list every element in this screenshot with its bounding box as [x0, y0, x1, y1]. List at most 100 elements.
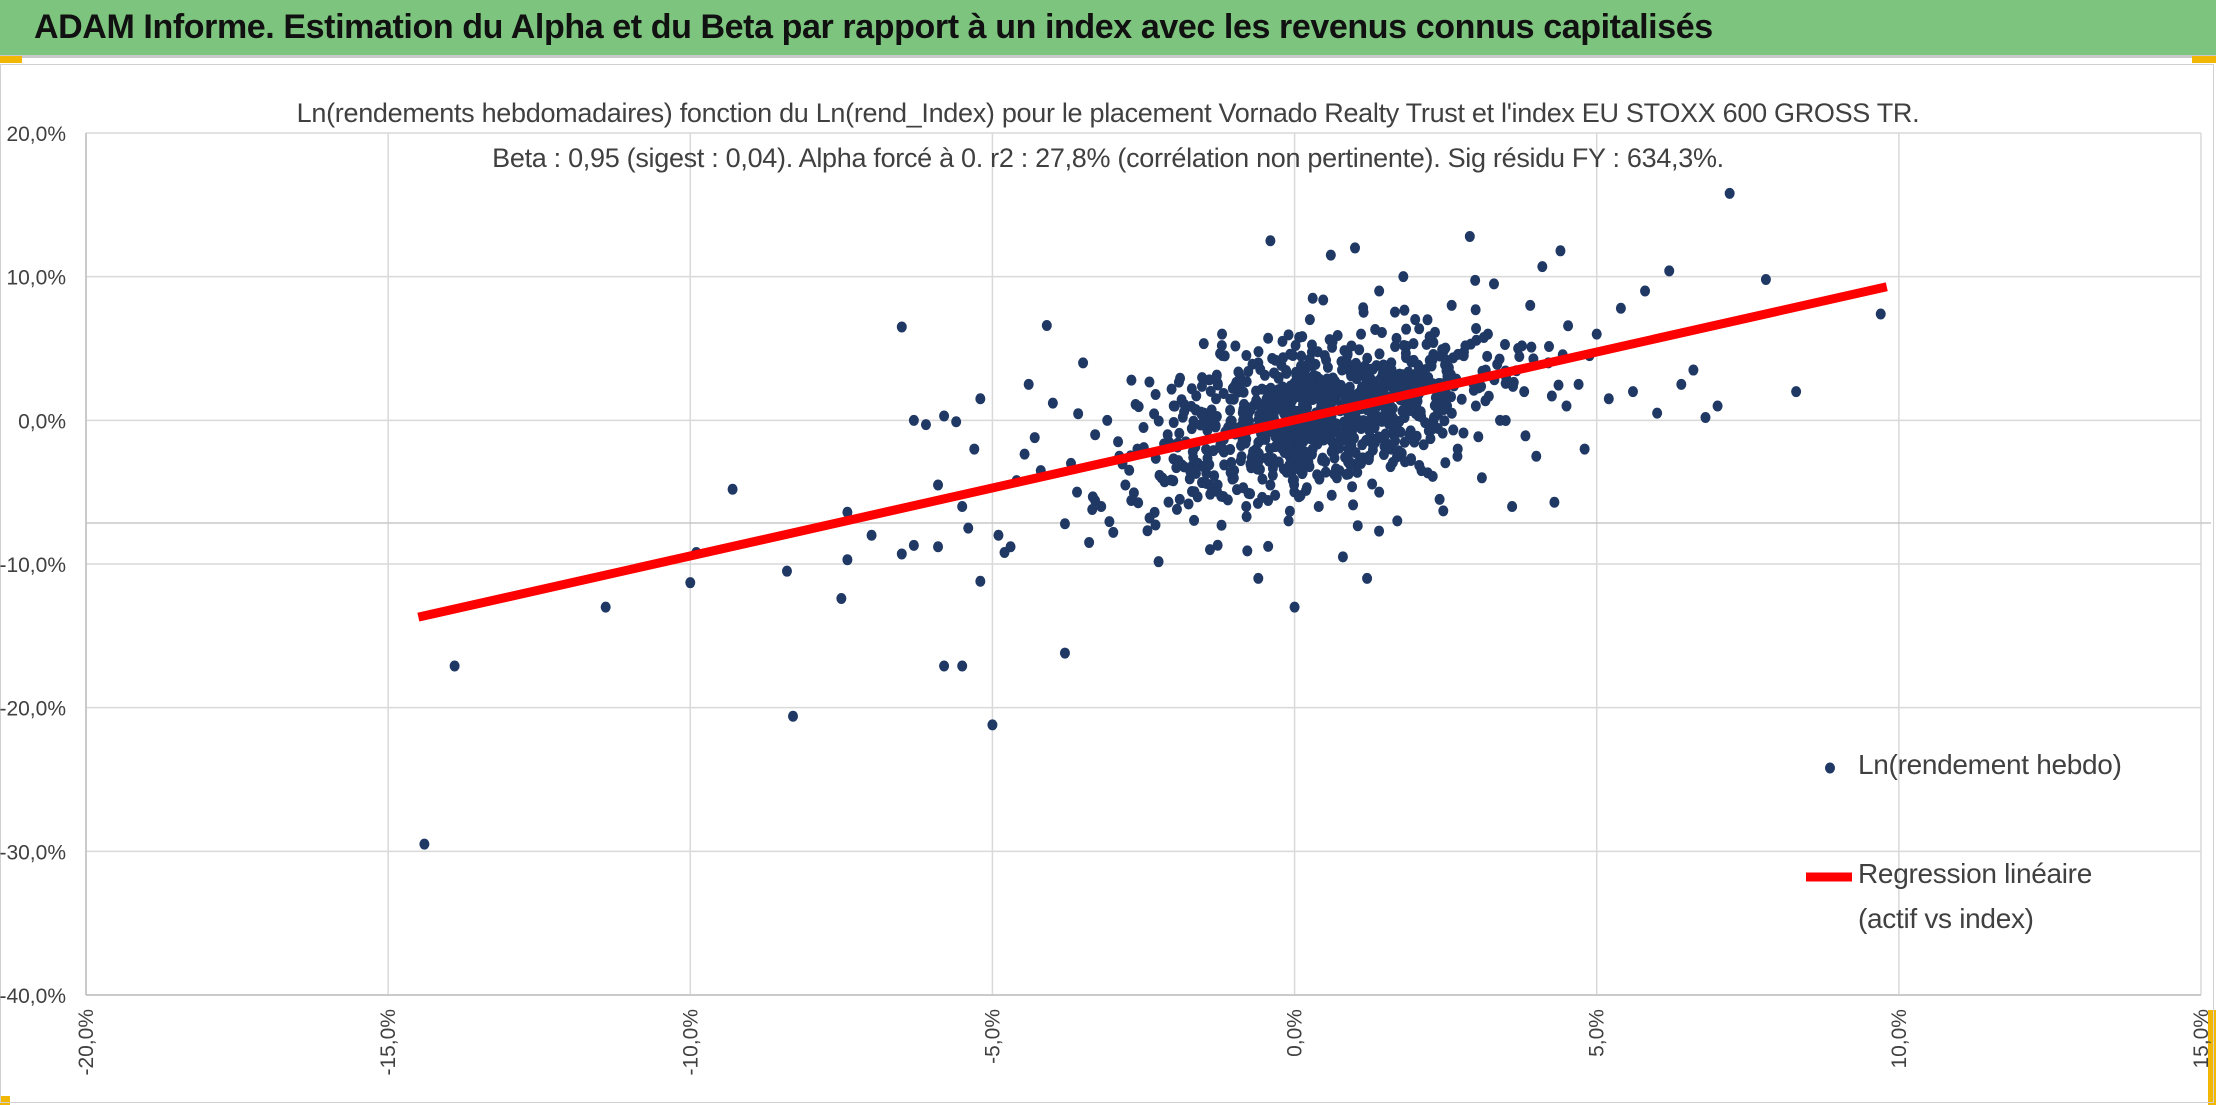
data-point [1327, 336, 1338, 348]
y-tick-label: 0,0% [18, 410, 66, 433]
data-point [1211, 370, 1222, 382]
data-point [1358, 302, 1369, 314]
data-point [1198, 419, 1209, 431]
data-point [1374, 348, 1385, 360]
data-point [1196, 477, 1207, 489]
data-point [1440, 342, 1451, 354]
data-point [1301, 482, 1312, 494]
data-point [1519, 386, 1530, 398]
data-point [1427, 354, 1438, 366]
data-point [1363, 454, 1374, 466]
data-point [1760, 274, 1771, 286]
data-point [1243, 365, 1254, 377]
data-point [1507, 501, 1518, 513]
data-point [1238, 482, 1249, 494]
data-point [1344, 381, 1355, 393]
data-point [1196, 408, 1207, 420]
data-point [1323, 423, 1334, 435]
corner-marker-bottom-left [0, 1096, 10, 1105]
data-point [1549, 496, 1560, 508]
data-point [1351, 373, 1362, 385]
data-point [1308, 432, 1319, 444]
data-point [1393, 445, 1404, 457]
data-point [1150, 519, 1161, 531]
data-point [1378, 448, 1389, 460]
data-point [1290, 340, 1301, 352]
chart-subtitle: Beta : 0,95 (sigest : 0,04). Alpha forcé… [492, 143, 1724, 173]
data-point [1228, 393, 1239, 405]
data-point [1425, 433, 1436, 445]
data-point [1329, 468, 1340, 480]
data-point [1257, 491, 1268, 503]
data-point [1526, 341, 1537, 353]
data-point [896, 548, 907, 560]
data-point [1418, 439, 1429, 451]
x-tick-label: -10,0% [679, 1009, 702, 1076]
data-point [1470, 400, 1481, 412]
data-point [1138, 422, 1149, 434]
data-point [1174, 427, 1185, 439]
data-point [1059, 647, 1070, 659]
data-point [1241, 511, 1252, 523]
data-points [419, 187, 1886, 850]
data-point [1563, 320, 1574, 332]
data-point [1242, 545, 1253, 557]
data-point [1440, 354, 1451, 366]
x-tick-label: 5,0% [1586, 1009, 1609, 1057]
data-point [1415, 406, 1426, 418]
data-point [781, 565, 792, 577]
data-point [1348, 499, 1359, 511]
data-point [1364, 425, 1375, 437]
data-point [1212, 379, 1223, 391]
data-point [1329, 452, 1340, 464]
data-point [1209, 470, 1220, 482]
y-tick-label: -20,0% [0, 698, 66, 721]
data-point [1470, 304, 1481, 316]
data-point [1336, 364, 1347, 376]
data-point [1191, 390, 1202, 402]
data-point [1363, 384, 1374, 396]
data-point [1090, 429, 1101, 441]
data-point [1235, 455, 1246, 467]
data-point [1422, 314, 1433, 326]
data-point [1163, 496, 1174, 508]
data-point [1196, 380, 1207, 392]
data-point [1401, 323, 1412, 335]
data-point [1544, 341, 1555, 353]
data-point [1149, 506, 1160, 518]
x-tick-label: -5,0% [981, 1009, 1004, 1064]
tick-labels: 20,0% 10,0% 0,0% -10,0% -20,0% -30,0% -40,0% -2… [0, 123, 2213, 1076]
data-point [1126, 374, 1137, 386]
data-point [908, 539, 919, 551]
data-point [1023, 378, 1034, 390]
data-point [1354, 344, 1365, 356]
data-point [1297, 468, 1308, 480]
data-point [1212, 539, 1223, 551]
data-point [1227, 382, 1238, 394]
data-point [1284, 505, 1295, 517]
data-point [1367, 478, 1378, 490]
data-point [920, 419, 931, 431]
data-point [1553, 379, 1564, 391]
data-point [1341, 468, 1352, 480]
data-point [1615, 302, 1626, 314]
data-point [1314, 374, 1325, 386]
data-point [1314, 473, 1325, 485]
data-point [1216, 490, 1227, 502]
data-point [1294, 445, 1305, 457]
data-point [1102, 414, 1113, 426]
data-point [1212, 479, 1223, 491]
data-point [975, 575, 986, 587]
data-point [975, 393, 986, 405]
data-point [1237, 434, 1248, 446]
data-point [1251, 385, 1262, 397]
y-tick-label: 20,0% [6, 123, 66, 146]
data-point [1041, 320, 1052, 332]
x-tick-label: 10,0% [1888, 1009, 1911, 1069]
y-tick-label: -10,0% [0, 554, 66, 577]
corner-marker-bottom-right [2208, 1010, 2216, 1105]
grid-lines [85, 132, 2202, 996]
data-point [1446, 299, 1457, 311]
data-point [1273, 372, 1284, 384]
